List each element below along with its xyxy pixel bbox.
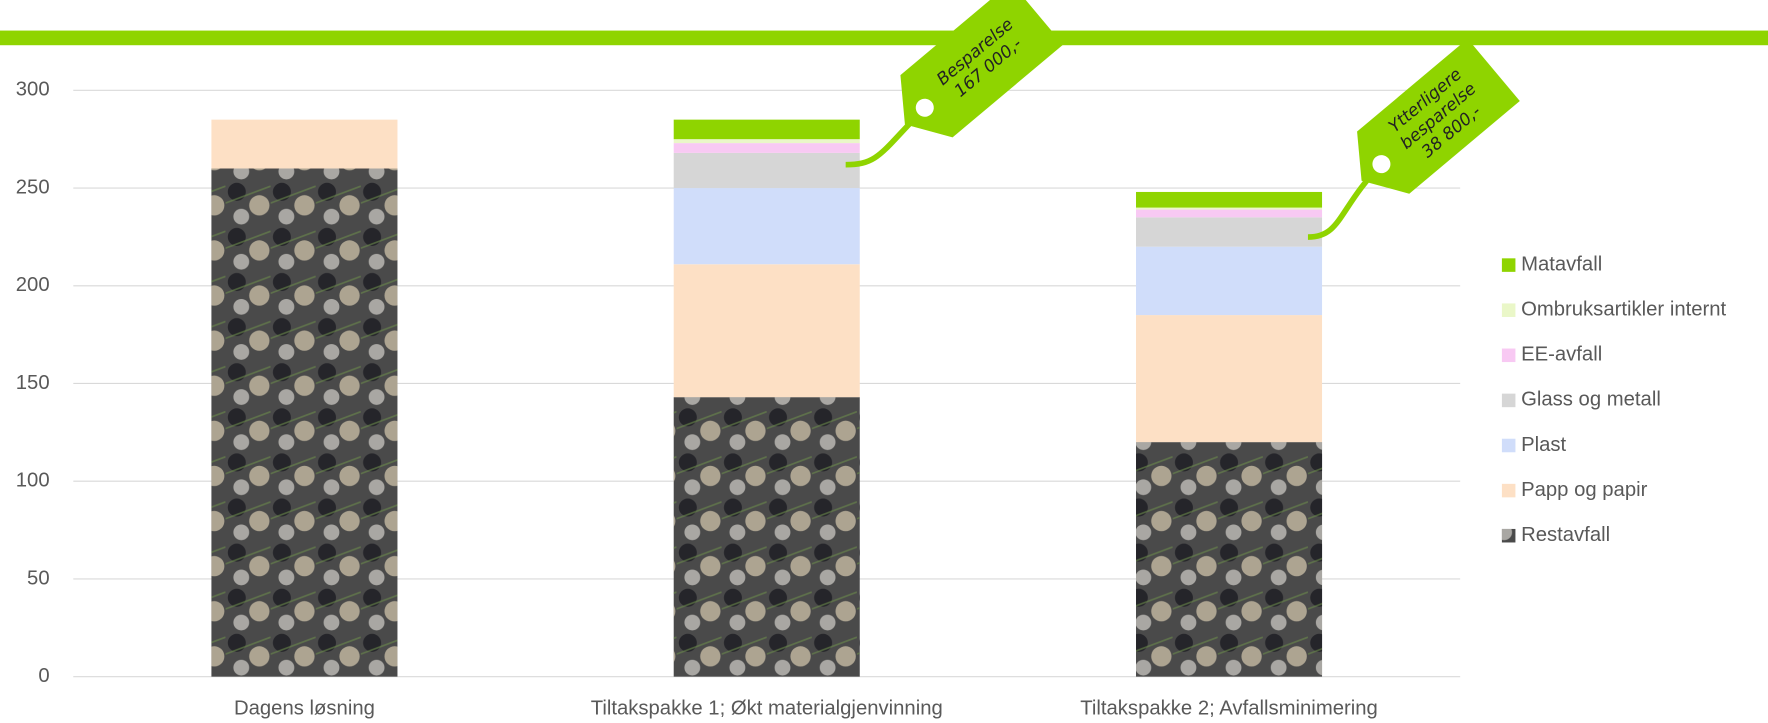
y-tick-label: 200: [16, 274, 50, 296]
y-tick-label: 100: [16, 470, 50, 492]
tag-body: [1357, 38, 1520, 194]
bar-segment: [673, 188, 860, 265]
y-tick-label: 150: [16, 372, 50, 394]
x-tick-label: Tiltakspakke 1; Økt materialgjenvinning: [591, 698, 943, 720]
bar-segment: [1136, 209, 1323, 218]
bar-segment: [1136, 207, 1323, 210]
bar-segment: [673, 139, 860, 144]
legend-swatch: [1501, 348, 1516, 363]
bar-segment: [673, 143, 860, 153]
legend-swatch: [1501, 303, 1516, 317]
y-tick-label: 0: [38, 665, 49, 687]
legend-label: Restavfall: [1521, 524, 1610, 546]
legend-label: Plast: [1521, 434, 1566, 456]
legend-texture: [1501, 528, 1516, 543]
y-tick-label: 50: [27, 567, 50, 589]
x-tick-label: Dagens løsning: [234, 698, 375, 720]
tag-hole: [1372, 155, 1391, 174]
bar-segment: [673, 119, 860, 140]
bar-segment: [211, 119, 398, 169]
tag-body: [900, 0, 1064, 138]
bar-segment: [1136, 315, 1323, 443]
legend-label: Matavfall: [1521, 253, 1602, 275]
legend-swatch: [1501, 438, 1516, 453]
legend-label: Papp og papir: [1521, 479, 1648, 501]
texture: [1136, 442, 1323, 677]
bar-segment: [673, 264, 860, 398]
x-tick-label: Tiltakspakke 2; Avfallsminimering: [1080, 698, 1378, 720]
bar-segment: [1136, 246, 1323, 316]
bar-segment: [1136, 217, 1323, 247]
legend-label: EE-avfall: [1521, 344, 1602, 366]
legend-label: Ombruksartikler internt: [1521, 299, 1726, 321]
texture: [211, 168, 398, 677]
bar-segment: [673, 152, 860, 189]
header-band: [0, 30, 1768, 46]
legend-label: Glass og metall: [1521, 389, 1661, 411]
tag-hole: [915, 98, 934, 117]
legend-swatch: [1501, 258, 1516, 272]
y-tick-label: 250: [16, 176, 50, 198]
legend-swatch: [1501, 393, 1516, 408]
legend-swatch: [1501, 483, 1516, 498]
texture: [673, 397, 860, 677]
bar-segment: [1136, 191, 1323, 208]
y-tick-label: 300: [16, 79, 50, 101]
